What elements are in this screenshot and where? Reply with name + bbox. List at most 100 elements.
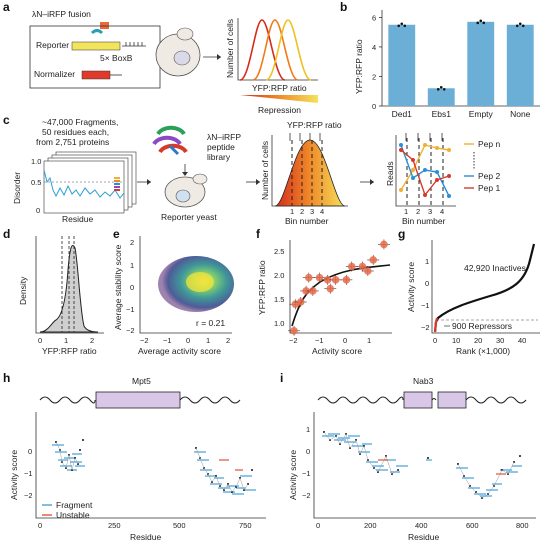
b-ytick-label: 2 [372, 72, 376, 81]
f-xlabel: Activity score [312, 346, 362, 356]
b-ytick-label: 4 [372, 43, 376, 52]
f-point [358, 262, 367, 271]
density-scatter [158, 256, 234, 312]
b-replicate-dot [479, 19, 483, 23]
e-ytick-0: 0 [130, 283, 134, 292]
boxb-hairpins [122, 42, 146, 47]
e-xtick-m2: −2 [140, 336, 149, 345]
disorder-label: Disorder [12, 172, 22, 204]
h-ytick-m1: −1 [24, 469, 33, 478]
f-xtick-1: 1 [367, 336, 371, 345]
d-xtick-0: 0 [38, 336, 42, 345]
panel-i-label: i [280, 371, 283, 385]
fragments-line-1: ~47,000 Fragments, [42, 117, 118, 127]
repression-label: Repression [258, 105, 301, 115]
reads-bin-2: 2 [416, 207, 420, 216]
i-ytick-1: 1 [306, 425, 310, 434]
g-ytick-1: 1 [425, 257, 429, 266]
b-replicate-dot [436, 87, 440, 91]
b-category-label: Ded1 [392, 109, 413, 119]
panel-d-label: d [3, 227, 10, 241]
panel-a-label: a [3, 0, 10, 14]
f-point [323, 276, 332, 284]
disorder-stacked-plots [43, 151, 137, 214]
i-xtick-200: 200 [364, 521, 377, 530]
b-replicate-dot [518, 22, 522, 26]
reporter-yeast-label: Reporter yeast [161, 212, 217, 222]
g-xtick-30: 30 [496, 336, 504, 345]
h-legend-fragment: Fragment [56, 500, 93, 510]
f-point [296, 298, 305, 306]
d-ylabel: Density [18, 276, 28, 305]
f-point [342, 276, 351, 284]
f-xtick-0: 0 [343, 336, 347, 345]
reporter-label: Reporter [36, 40, 69, 50]
g-ytick-m2: −2 [421, 323, 430, 332]
b-category-label: None [510, 109, 531, 119]
h-unstable-marks [219, 459, 243, 471]
g-xtick-10: 10 [452, 336, 460, 345]
normalizer-bar [81, 70, 111, 80]
f-point [364, 267, 372, 275]
b-category-label: Empty [469, 109, 494, 119]
i-xtick-0: 0 [316, 521, 320, 530]
g-ytick-m1: −1 [421, 301, 430, 310]
c-cells-label: Number of cells [260, 141, 270, 200]
library-line-2: peptide [207, 142, 235, 152]
b-replicate-dot [442, 87, 446, 91]
reads-bin-label: Bin number [402, 216, 446, 226]
h-xtick-250: 250 [108, 521, 121, 530]
binning-histogram [271, 133, 348, 207]
f-point [326, 284, 335, 293]
reads-bin-3: 3 [428, 207, 432, 216]
residue-label-c: Residue [62, 214, 93, 224]
c-bin-2: 2 [300, 207, 304, 216]
pep-2-label: Pep 2 [478, 171, 500, 181]
pep-1-label: Pep 1 [478, 183, 500, 193]
nab3-domain-diagram [317, 391, 527, 409]
g-rank-curve [433, 243, 536, 333]
histogram-curves [237, 18, 318, 81]
f-ytick-20: 2.0 [274, 271, 284, 280]
f-point [380, 240, 388, 249]
g-repressors: 900 Repressors [452, 321, 512, 331]
b-replicate-dot [521, 24, 525, 28]
disorder-tick-05: 0.5 [31, 178, 41, 187]
i-ytick-m2: −2 [302, 491, 311, 500]
f-ytick-25: 2.5 [274, 247, 284, 256]
f-point [315, 273, 324, 282]
f-axes [289, 240, 392, 334]
h-xlabel: Residue [130, 532, 161, 542]
b-ytick-label: 6 [372, 13, 376, 22]
b-bar-ebs1 [427, 88, 455, 106]
g-xtick-0: 0 [433, 336, 437, 345]
f-point [331, 276, 340, 284]
panel-h-label: h [3, 371, 10, 385]
g-ylabel: Activity score [406, 262, 416, 312]
i-xtick-600: 600 [466, 521, 479, 530]
e-r-text: r = 0.21 [196, 318, 225, 328]
repression-wedge [240, 95, 318, 103]
b-replicate-dot [476, 21, 480, 25]
f-ytick-15: 1.5 [274, 295, 284, 304]
b-yticks: 0 2 4 6 [372, 13, 382, 111]
h-legend-unstable: Unstable [56, 510, 90, 520]
density-plot [35, 236, 104, 334]
fragments-line-2: 50 residues each, [42, 127, 109, 137]
b-replicate-dot [482, 21, 486, 25]
b-bars: Ded1 Ebs1 Empty None [388, 19, 534, 119]
e-ytick-2: 2 [130, 238, 134, 247]
b-replicate-dot [515, 24, 519, 28]
b-replicate-dot [439, 85, 443, 89]
g-xtick-20: 20 [474, 336, 482, 345]
i-xlabel: Residue [408, 532, 439, 542]
e-ytick-1: 1 [130, 261, 134, 270]
peptide-library-icon [152, 125, 188, 156]
f-point [369, 256, 378, 264]
i-fragments [322, 433, 522, 497]
h-xtick-750: 750 [239, 521, 252, 530]
h-axes [35, 412, 266, 519]
g-ytick-0: 0 [425, 279, 429, 288]
i-unstable-marks [378, 459, 506, 475]
